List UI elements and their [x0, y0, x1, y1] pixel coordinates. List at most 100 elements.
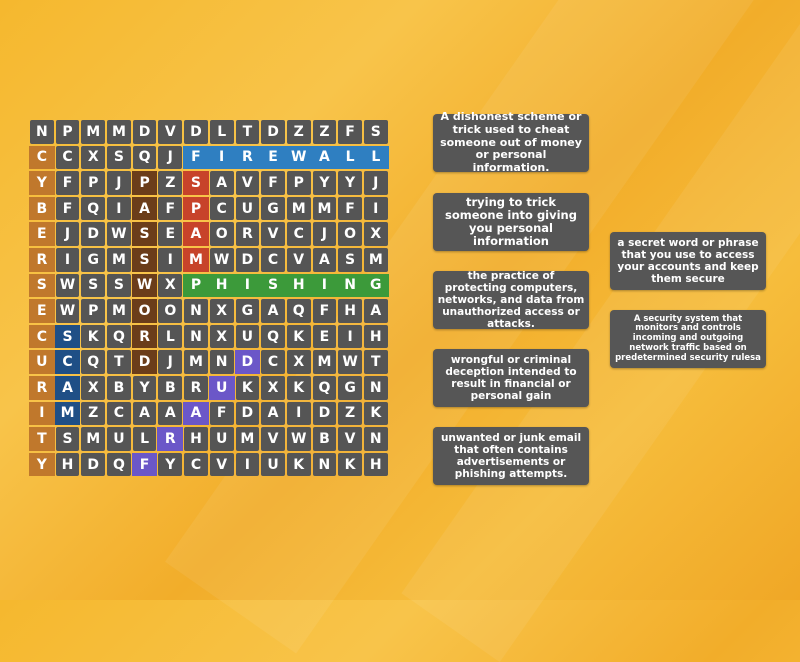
grid-cell[interactable]: V: [338, 427, 362, 451]
grid-cell[interactable]: O: [209, 222, 234, 246]
grid-cell[interactable]: M: [107, 247, 131, 272]
grid-cell[interactable]: H: [285, 273, 312, 298]
grid-cell[interactable]: G: [235, 299, 260, 323]
grid-cell[interactable]: C: [286, 222, 311, 246]
grid-cell[interactable]: A: [363, 299, 388, 323]
grid-cell[interactable]: R: [235, 222, 260, 246]
grid-cell[interactable]: M: [81, 120, 106, 144]
grid-cell[interactable]: S: [107, 145, 131, 170]
grid-cell[interactable]: O: [158, 299, 183, 323]
grid-cell[interactable]: V: [261, 222, 285, 246]
grid-cell[interactable]: J: [158, 145, 183, 170]
grid-cell[interactable]: C: [261, 350, 285, 374]
grid-cell[interactable]: K: [338, 452, 362, 477]
grid-cell[interactable]: K: [235, 375, 260, 400]
grid-cell[interactable]: H: [363, 324, 388, 349]
grid-cell[interactable]: F: [55, 196, 80, 221]
grid-cell[interactable]: Z: [158, 171, 183, 195]
grid-cell[interactable]: P: [81, 299, 106, 323]
grid-cell[interactable]: Y: [338, 171, 362, 195]
grid-cell[interactable]: M: [235, 427, 260, 451]
grid-cell[interactable]: P: [55, 120, 80, 144]
grid-cell[interactable]: Q: [261, 324, 285, 349]
grid-cell[interactable]: R: [131, 324, 158, 349]
grid-cell[interactable]: C: [54, 350, 81, 374]
grid-cell[interactable]: J: [55, 222, 80, 246]
grid-cell[interactable]: W: [338, 350, 362, 374]
grid-cell[interactable]: A: [261, 401, 285, 426]
grid-cell[interactable]: F: [131, 452, 158, 477]
grid-cell[interactable]: V: [286, 247, 311, 272]
grid-cell[interactable]: Y: [29, 452, 55, 477]
grid-cell[interactable]: N: [30, 120, 54, 144]
grid-cell[interactable]: U: [235, 324, 260, 349]
grid-cell[interactable]: Q: [107, 324, 131, 349]
grid-cell[interactable]: I: [208, 145, 235, 170]
grid-cell[interactable]: M: [184, 350, 208, 374]
grid-cell[interactable]: Y: [312, 171, 337, 195]
grid-cell[interactable]: W: [209, 247, 234, 272]
grid-cell[interactable]: Y: [29, 171, 55, 195]
grid-cell[interactable]: D: [235, 401, 260, 426]
grid-cell[interactable]: A: [132, 401, 157, 426]
grid-cell[interactable]: I: [29, 401, 55, 426]
grid-cell[interactable]: N: [184, 324, 208, 349]
grid-cell[interactable]: S: [81, 273, 106, 298]
grid-cell[interactable]: Q: [312, 375, 337, 400]
grid-cell[interactable]: H: [338, 299, 362, 323]
grid-cell[interactable]: I: [311, 273, 338, 298]
grid-cell[interactable]: S: [131, 247, 158, 272]
grid-cell[interactable]: N: [337, 273, 363, 298]
grid-cell[interactable]: P: [183, 196, 209, 221]
grid-cell[interactable]: T: [107, 350, 131, 374]
grid-cell[interactable]: I: [158, 247, 183, 272]
grid-cell[interactable]: J: [363, 171, 388, 195]
grid-cell[interactable]: L: [209, 120, 234, 144]
grid-cell[interactable]: M: [312, 196, 337, 221]
grid-cell[interactable]: X: [363, 222, 388, 246]
grid-cell[interactable]: F: [55, 171, 80, 195]
clue-card[interactable]: the practice of protecting computers, ne…: [433, 270, 589, 330]
grid-cell[interactable]: X: [81, 145, 106, 170]
grid-cell[interactable]: L: [362, 145, 389, 170]
grid-cell[interactable]: W: [131, 273, 158, 298]
grid-cell[interactable]: P: [286, 171, 311, 195]
grid-cell[interactable]: A: [54, 375, 81, 400]
grid-cell[interactable]: C: [209, 196, 234, 221]
grid-cell[interactable]: W: [107, 222, 131, 246]
grid-cell[interactable]: W: [286, 427, 311, 451]
clue-card[interactable]: unwanted or junk email that often contai…: [433, 427, 589, 485]
grid-cell[interactable]: I: [363, 196, 388, 221]
grid-cell[interactable]: C: [55, 145, 80, 170]
grid-cell[interactable]: L: [337, 145, 363, 170]
grid-cell[interactable]: I: [55, 247, 80, 272]
grid-cell[interactable]: V: [209, 452, 234, 477]
clue-card[interactable]: trying to trick someone into giving you …: [433, 193, 589, 251]
grid-cell[interactable]: K: [363, 401, 388, 426]
grid-cell[interactable]: A: [312, 247, 337, 272]
grid-cell[interactable]: C: [107, 401, 131, 426]
grid-cell[interactable]: O: [338, 222, 362, 246]
grid-cell[interactable]: B: [312, 427, 337, 451]
grid-cell[interactable]: X: [286, 350, 311, 374]
grid-cell[interactable]: I: [286, 401, 311, 426]
grid-cell[interactable]: F: [312, 299, 337, 323]
clue-card[interactable]: A security system that monitors and cont…: [610, 310, 766, 368]
grid-cell[interactable]: M: [312, 350, 337, 374]
grid-cell[interactable]: A: [311, 145, 338, 170]
grid-cell[interactable]: B: [158, 375, 183, 400]
grid-cell[interactable]: O: [131, 299, 158, 323]
grid-cell[interactable]: W: [55, 299, 80, 323]
grid-cell[interactable]: K: [286, 324, 311, 349]
grid-cell[interactable]: T: [235, 120, 260, 144]
grid-cell[interactable]: K: [81, 324, 106, 349]
grid-cell[interactable]: Y: [132, 375, 157, 400]
grid-cell[interactable]: Z: [81, 401, 106, 426]
grid-cell[interactable]: I: [234, 273, 261, 298]
grid-cell[interactable]: C: [261, 247, 285, 272]
grid-cell[interactable]: X: [261, 375, 285, 400]
grid-cell[interactable]: E: [158, 222, 183, 246]
grid-cell[interactable]: V: [158, 120, 183, 144]
grid-cell[interactable]: S: [107, 273, 131, 298]
grid-cell[interactable]: C: [184, 452, 208, 477]
